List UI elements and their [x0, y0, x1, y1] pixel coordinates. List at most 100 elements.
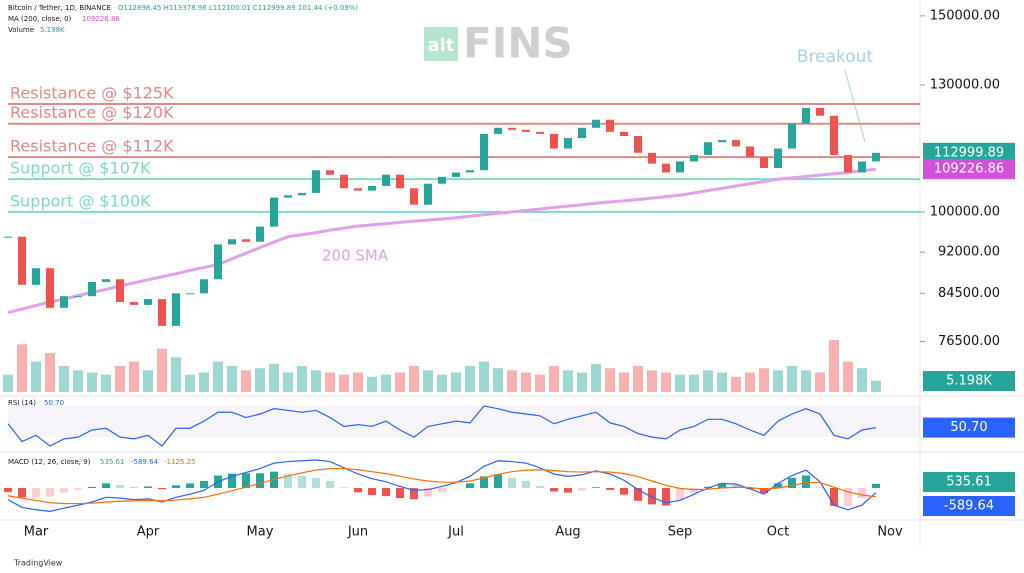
y-tick-label: 130000.00	[930, 78, 1000, 93]
breakout-arrow	[844, 69, 866, 143]
candle-body	[214, 244, 222, 280]
x-tick-label: Mar	[24, 525, 49, 540]
candle-body	[46, 268, 54, 308]
macd-hist-bar	[802, 475, 810, 488]
candle-body	[508, 127, 516, 130]
candle-body	[732, 140, 740, 147]
candle-body	[32, 268, 40, 285]
macd-hist-bar	[396, 488, 404, 499]
macd-hist-bar	[522, 481, 530, 488]
macd-hist-bar	[326, 481, 334, 488]
volume-bar	[73, 370, 83, 392]
volume-bar	[409, 366, 419, 392]
volume-bar	[717, 372, 727, 392]
macd-hist-bar	[298, 475, 306, 488]
macd-hist-bar	[718, 483, 726, 488]
volume-bar	[731, 376, 741, 392]
volume-bar	[675, 374, 685, 392]
macd-hist-bar	[732, 484, 740, 488]
volume-bar	[829, 340, 839, 392]
candle-body	[760, 157, 768, 169]
candle-body	[676, 161, 684, 173]
volume-bar	[339, 374, 349, 392]
volume-bar	[59, 366, 69, 392]
candle-body	[228, 239, 236, 245]
candle-body	[858, 161, 866, 173]
macd-hist-bar	[760, 488, 768, 494]
macd-hist-bar	[592, 487, 600, 488]
volume-bar	[17, 344, 27, 392]
macd-legend-hist: 535.61	[100, 458, 125, 466]
volume-bar	[843, 361, 853, 392]
price-tag-label: 112999.89	[934, 145, 1004, 160]
macd-tag	[923, 496, 1015, 516]
macd-hist-bar	[368, 488, 376, 495]
volume-bar	[773, 370, 783, 392]
macd-hist-bar	[480, 476, 488, 488]
x-tick-label: Jul	[447, 525, 464, 540]
candle-body	[410, 188, 418, 205]
x-tick-label: Jun	[347, 525, 368, 540]
candle-body	[746, 146, 754, 158]
candle-body	[298, 192, 306, 196]
candle-body	[130, 301, 138, 305]
macd-legend: MACD (12, 26, close, 9)	[8, 458, 91, 466]
macd-hist-bar	[312, 477, 320, 488]
macd-hist-bar	[550, 488, 558, 492]
candle-body	[116, 279, 124, 302]
x-tick-label: Sep	[668, 525, 693, 540]
macd-hist-bar	[102, 483, 110, 488]
candle-body	[88, 282, 96, 297]
candle-body	[634, 135, 642, 153]
macd-hist-bar	[634, 488, 642, 501]
candle-body	[522, 129, 530, 132]
macd-hist-bar	[648, 488, 656, 505]
volume-bar	[115, 366, 125, 392]
candle-body	[592, 119, 600, 128]
candle-body	[74, 296, 82, 298]
candle-body	[578, 127, 586, 139]
macd-hist-bar	[606, 488, 614, 490]
candle-body	[620, 131, 628, 136]
candle-body	[102, 279, 110, 283]
candle-body	[200, 279, 208, 294]
candle-body	[144, 299, 152, 305]
watermark-fins: FINS	[463, 19, 573, 68]
breakout-annotation: Breakout	[797, 47, 874, 67]
candle-body	[844, 154, 852, 173]
candle-body	[158, 299, 166, 326]
macd-legend-signal: -1125.25	[164, 458, 195, 466]
candle-body	[774, 148, 782, 169]
macd-hist-bar	[354, 488, 362, 493]
candle-body	[326, 170, 334, 175]
volume-bar	[297, 366, 307, 392]
macd-hist-bar	[620, 488, 628, 495]
candle-body	[690, 154, 698, 162]
volume-bar	[871, 380, 881, 392]
volume-bar	[185, 374, 195, 392]
candle-body	[270, 197, 278, 227]
volume-bar	[381, 374, 391, 392]
candle-body	[662, 163, 670, 173]
volume-bar	[619, 372, 629, 392]
volume-bar	[199, 372, 209, 392]
candle-body	[354, 188, 362, 191]
watermark: alt FINS	[424, 19, 573, 68]
y-tick-label: 92000.00	[938, 245, 1000, 260]
macd-tag-label: -589.64	[944, 499, 994, 514]
volume-bar	[549, 366, 559, 392]
y-tick-label: 150000.00	[930, 8, 1000, 23]
candle-body	[494, 127, 502, 134]
volume-bar	[241, 370, 251, 392]
candle-body	[830, 115, 838, 155]
volume-bar	[479, 361, 489, 392]
volume-bar	[45, 353, 55, 392]
macd-hist-bar	[340, 487, 348, 488]
macd-hist-bar	[130, 486, 138, 488]
candle-body	[4, 236, 12, 238]
macd-hist-bar	[88, 486, 96, 488]
macd-hist-bar	[844, 488, 852, 506]
macd-hist-bar	[662, 488, 670, 506]
macd-hist-bar	[466, 483, 474, 488]
